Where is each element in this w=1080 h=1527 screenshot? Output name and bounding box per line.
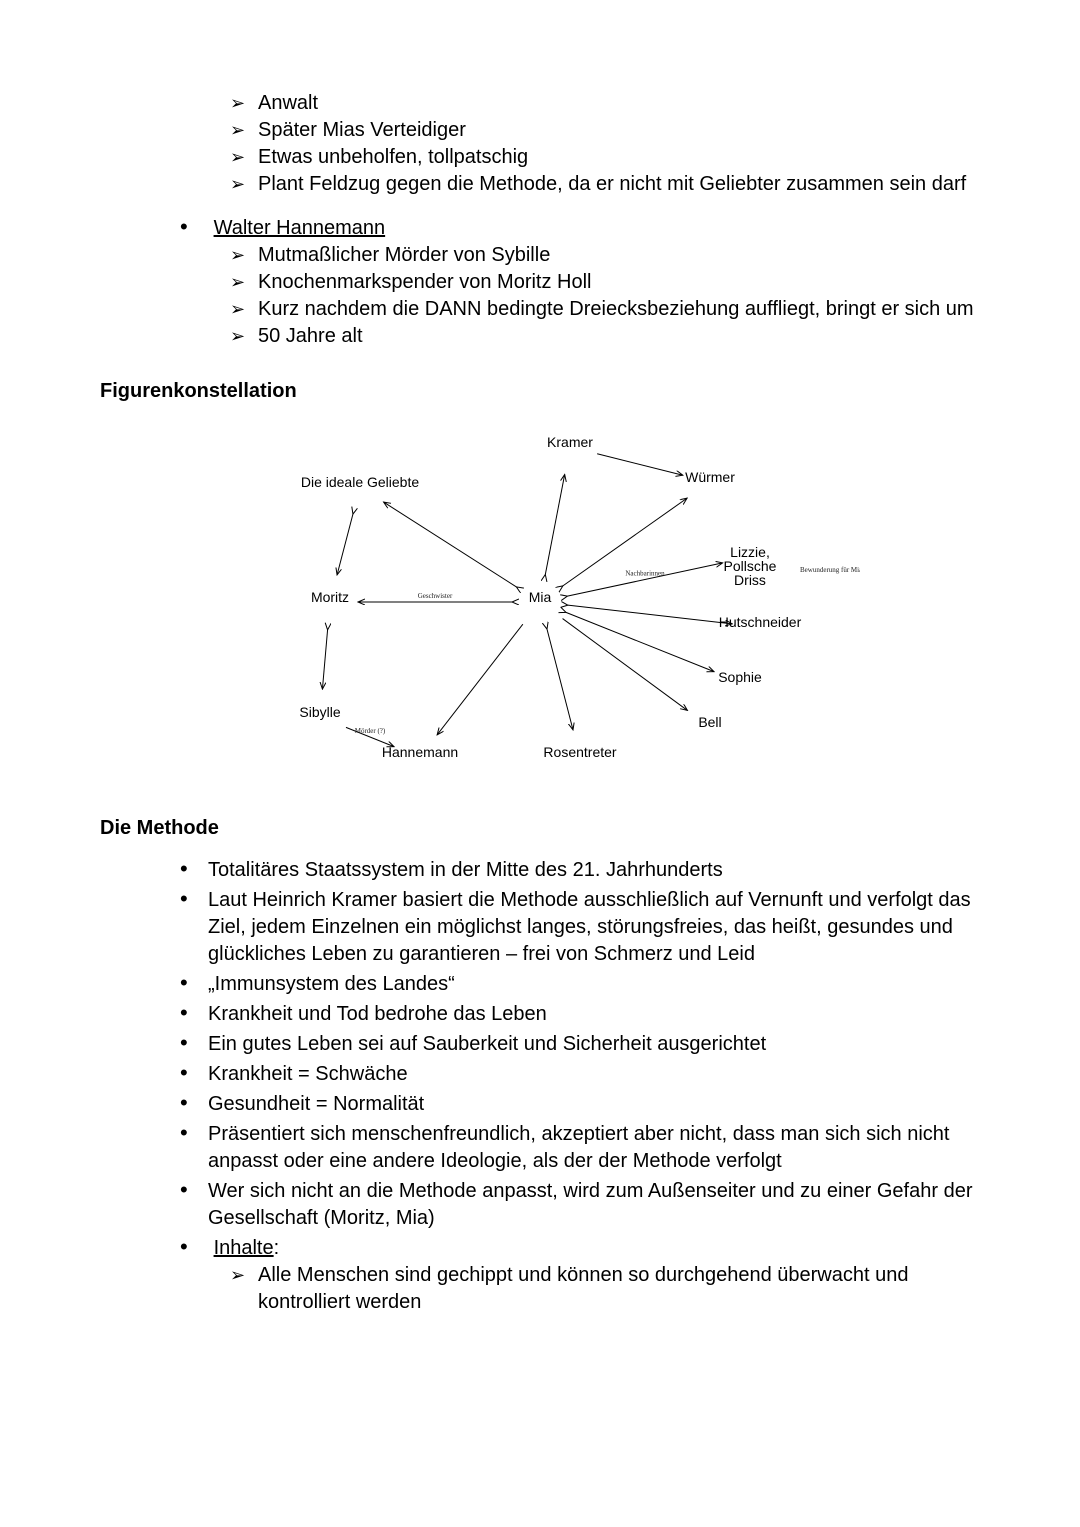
- svg-text:Nachbarinnen: Nachbarinnen: [625, 570, 665, 578]
- list-item: Mutmaßlicher Mörder von Sybille: [230, 242, 980, 269]
- svg-text:Driss: Driss: [734, 572, 766, 588]
- colon: :: [274, 1237, 280, 1259]
- list-item: Anwalt: [230, 90, 980, 117]
- heading-figurenkonstellation: Figurenkonstellation: [100, 378, 980, 405]
- list-item: Später Mias Verteidiger: [230, 117, 980, 144]
- list-item: Krankheit = Schwäche: [180, 1058, 980, 1088]
- list-item: Alle Menschen sind gechippt und können s…: [230, 1262, 980, 1316]
- list-item: Knochenmarkspender von Moritz Holl: [230, 269, 980, 296]
- list-item: 50 Jahre alt: [230, 323, 980, 350]
- svg-text:Rosentreter: Rosentreter: [543, 744, 616, 760]
- list-item: Laut Heinrich Kramer basiert die Methode…: [180, 884, 980, 968]
- svg-text:Moritz: Moritz: [311, 589, 349, 605]
- network-svg: Geschwister Nachbarinnen Mörder (?) Mia Kram…: [220, 417, 860, 787]
- svg-text:Sophie: Sophie: [718, 669, 762, 685]
- person-list: Walter Hannemann: [100, 212, 980, 242]
- svg-text:Geschwister: Geschwister: [418, 592, 453, 600]
- list-item: Krankheit und Tod bedrohe das Leben: [180, 998, 980, 1028]
- svg-text:Bell: Bell: [698, 714, 721, 730]
- list-item: „Immunsystem des Landes“: [180, 968, 980, 998]
- svg-text:Hutschneider: Hutschneider: [719, 614, 802, 630]
- svg-text:Sibylle: Sibylle: [299, 704, 340, 720]
- list-item: Totalitäres Staatssystem in der Mitte de…: [180, 854, 980, 884]
- svg-text:Kramer: Kramer: [547, 434, 593, 450]
- list-item: Präsentiert sich menschenfreundlich, akz…: [180, 1118, 980, 1175]
- list-item: Ein gutes Leben sei auf Sauberkeit und S…: [180, 1028, 980, 1058]
- inhalte-arrows: Alle Menschen sind gechippt und können s…: [100, 1262, 980, 1316]
- top-arrow-list: Anwalt Später Mias Verteidiger Etwas unb…: [100, 90, 980, 198]
- list-item: Kurz nachdem die DANN bedingte Dreiecksb…: [230, 296, 980, 323]
- svg-text:Hannemann: Hannemann: [382, 744, 458, 760]
- person-name-item: Walter Hannemann: [180, 212, 980, 242]
- svg-text:Die ideale Geliebte: Die ideale Geliebte: [301, 474, 420, 490]
- heading-die-methode: Die Methode: [100, 815, 980, 842]
- person-name: Walter Hannemann: [214, 217, 386, 239]
- svg-text:Mörder (?): Mörder (?): [355, 727, 386, 735]
- list-item: Plant Feldzug gegen die Methode, da er n…: [230, 171, 980, 198]
- list-item: Etwas unbeholfen, tollpatschig: [230, 144, 980, 171]
- inhalte-item: Inhalte:: [180, 1232, 980, 1262]
- list-item: Gesundheit = Normalität: [180, 1088, 980, 1118]
- person-points: Mutmaßlicher Mörder von Sybille Knochenm…: [100, 242, 980, 350]
- methode-list: Totalitäres Staatssystem in der Mitte de…: [100, 854, 980, 1262]
- list-item: Wer sich nicht an die Methode anpasst, w…: [180, 1175, 980, 1232]
- svg-text:Würmer: Würmer: [685, 469, 735, 485]
- svg-text:Bewunderung für Mia: Bewunderung für Mia: [800, 566, 860, 574]
- inhalte-label: Inhalte: [214, 1237, 274, 1259]
- svg-text:Mia: Mia: [529, 589, 552, 605]
- figurenkonstellation-diagram: Geschwister Nachbarinnen Mörder (?) Mia Kram…: [220, 417, 860, 787]
